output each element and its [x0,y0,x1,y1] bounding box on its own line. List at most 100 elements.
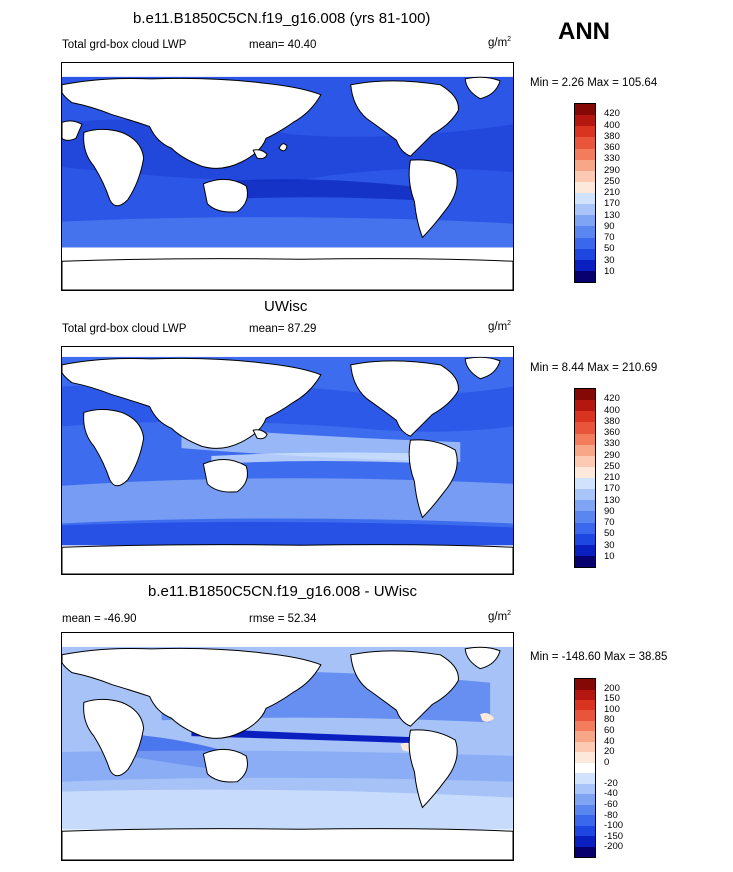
panel3-rmse-label: rmse = 52.34 [249,613,317,625]
panel2-colorbar-segment [575,389,595,401]
panel1-colorbar-label: 30 [604,254,615,266]
panel3-colorbar-label: 100 [604,703,620,715]
panel2-colorbar-label: 90 [604,505,615,517]
panel3-unit-label: g/m2 [488,610,512,623]
panel2-colorbar-segment [575,533,595,545]
panel2-colorbar-segment [575,400,595,412]
panel3-colorbar-segment [575,689,595,700]
panel2-colorbar-label: 250 [604,460,620,472]
panel1-colorbar-label: 400 [604,119,620,131]
panel3-colorbar-label: 80 [604,714,615,726]
panel3-colorbar-label: 150 [604,693,620,705]
panel2-colorbar-segment [575,422,595,434]
panel2-colorbar [574,388,596,568]
panel1-colorbar-label: 380 [604,130,620,142]
panel3-colorbar-segment [575,794,595,805]
panel1-colorbar-label: 210 [604,187,620,198]
panel3-colorbar-segment [575,815,595,826]
panel1-colorbar-label: 10 [604,265,615,277]
panel2-title: UWisc [264,298,308,315]
panel1-colorbar-segment [575,181,595,193]
panel2-colorbar-segment [575,411,595,423]
panel1-variable-label: Total grd-box cloud LWP [62,39,187,51]
panel1-colorbar-label: 50 [604,243,615,255]
panel2-colorbar-label: 380 [604,415,620,427]
panel3-colorbar-label: -60 [604,799,618,811]
panel2-colorbar-label: 330 [604,438,620,450]
panel2-minmax-label: Min = 8.44 Max = 210.69 [530,362,658,374]
panel2-colorbar-label: 170 [604,483,620,495]
panel3-colorbar [574,678,596,858]
panel2-colorbar-segment [575,444,595,456]
panel1-colorbar-segment [575,237,595,249]
panel3-colorbar-label: 200 [604,682,620,694]
panel1-colorbar-label: 170 [604,198,620,210]
panel1-colorbar-segment [575,148,595,160]
panel1-colorbar-label: 130 [604,209,620,221]
panel2-colorbar-segment [575,511,595,523]
panel1-colorbar-segment [575,215,595,227]
panel1-colorbar-segment [575,159,595,171]
panel3-title: b.e11.B1850C5CN.f19_g16.008 - UWisc [148,583,418,600]
panel2-colorbar-label: 290 [604,449,620,461]
panel2-colorbar-segment [575,455,595,467]
panel3-colorbar-label: -100 [604,820,624,832]
panel1-colorbar-segment [575,193,595,205]
panel3-colorbar-segment [575,679,595,690]
panel1-colorbar-label: 250 [604,175,620,187]
panel1-colorbar-label: 90 [604,220,615,232]
panel1-colorbar-segment [575,170,595,182]
panel3-colorbar-segment [575,752,595,763]
panel2-colorbar-label: 400 [604,404,620,416]
panel3-colorbar-segment [575,720,595,732]
panel2-map [61,346,514,575]
panel1-colorbar [574,103,596,283]
panel3-colorbar-label: 20 [604,746,615,758]
panel2-mean-label: mean= 87.29 [249,323,317,335]
panel1-colorbar-segment [575,204,595,216]
panel3-colorbar-segment [575,804,595,816]
panel1-colorbar-segment [575,248,595,260]
panel3-colorbar-segment [575,846,595,857]
panel2-colorbar-label: 130 [604,494,620,506]
panel1-colorbar-label: 330 [604,153,620,165]
panel1-colorbar-label: 290 [604,164,620,176]
panel2-colorbar-segment [575,466,595,478]
panel2-colorbar-label: 420 [604,393,620,405]
panel2-map-svg [62,347,513,574]
panel3-map-svg [62,633,513,860]
panel2-colorbar-label: 10 [604,550,615,562]
panel2-colorbar-segment [575,544,595,556]
panel2-colorbar-segment [575,500,595,512]
panel1-map [61,62,514,291]
panel3-colorbar-label: -150 [604,830,624,842]
panel1-colorbar-label: 420 [604,108,620,120]
panel1-colorbar-label: 70 [604,232,615,243]
panel3-colorbar-label: -200 [604,841,624,853]
panel2-variable-label: Total grd-box cloud LWP [62,323,187,335]
panel2-colorbar-segment [575,478,595,490]
panel3-colorbar-label: 0 [604,756,610,768]
panel2-colorbar-label: 70 [604,517,615,528]
panel2-colorbar-label: 210 [604,472,620,483]
panel2-colorbar-segment [575,433,595,445]
panel2-unit-label: g/m2 [488,320,512,333]
panel1-colorbar-segment [575,137,595,149]
panel3-colorbar-segment [575,710,595,721]
panel2-colorbar-label: 360 [604,427,620,438]
panel3-colorbar-label: -80 [604,809,618,821]
panel1-colorbar-segment [575,104,595,116]
panel3-colorbar-label: 40 [604,735,615,747]
panel3-map [61,632,514,861]
panel2-colorbar-label: 30 [604,539,615,551]
panel3-colorbar-segment [575,825,595,837]
panel1-map-svg [62,63,513,290]
panel2-colorbar-segment [575,522,595,534]
panel1-minmax-label: Min = 2.26 Max = 105.64 [530,77,658,89]
panel2-colorbar-segment [575,555,595,567]
panel3-colorbar-label: 60 [604,724,615,736]
panel1-colorbar-segment [575,270,595,282]
panel1-title: b.e11.B1850C5CN.f19_g16.008 (yrs 81-100) [133,10,431,27]
panel3-colorbar-segment [575,773,595,784]
panel1-colorbar-label: 360 [604,142,620,153]
